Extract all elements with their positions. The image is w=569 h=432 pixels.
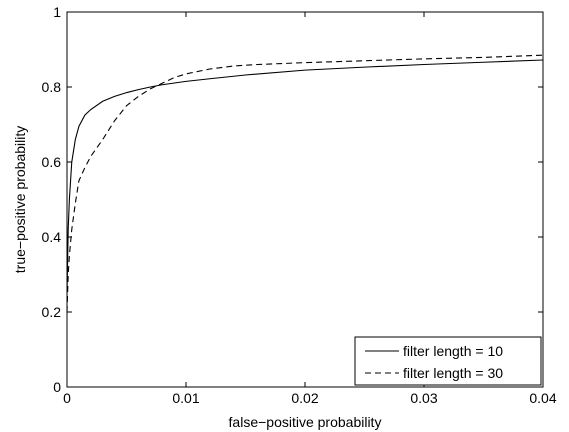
series-line-1: [66, 59, 544, 294]
x-tick-label: 0.02: [291, 390, 318, 406]
y-tick-label: 0: [53, 379, 61, 395]
series-layer: [66, 54, 544, 313]
y-tick-label: 0.8: [42, 79, 62, 95]
plot-area: [66, 11, 544, 388]
legend: filter length = 10 filter length = 30: [354, 336, 542, 386]
axes: 0 0.01 0.02 0.03 0.04 0 0.2 0.4 0.6 0.8 1: [42, 4, 557, 406]
y-tick-label: 0.2: [42, 304, 62, 320]
series-line-2: [66, 54, 544, 313]
x-tick-label: 0.04: [529, 390, 556, 406]
y-tick-label: 0.6: [42, 154, 62, 170]
x-tick-label: 0: [63, 390, 71, 406]
y-tick-label: 0.4: [42, 229, 62, 245]
x-tick-label: 0.01: [172, 390, 199, 406]
legend-box: [354, 336, 542, 386]
x-axis-label: false−positive probability: [229, 414, 382, 430]
y-axis-label: true−positive probability: [12, 126, 28, 273]
x-tick-label: 0.03: [410, 390, 437, 406]
legend-label-1: filter length = 10: [403, 343, 503, 359]
y-tick-label: 1: [53, 4, 61, 20]
legend-label-2: filter length = 30: [403, 365, 503, 381]
plot-frame: [66, 11, 544, 388]
